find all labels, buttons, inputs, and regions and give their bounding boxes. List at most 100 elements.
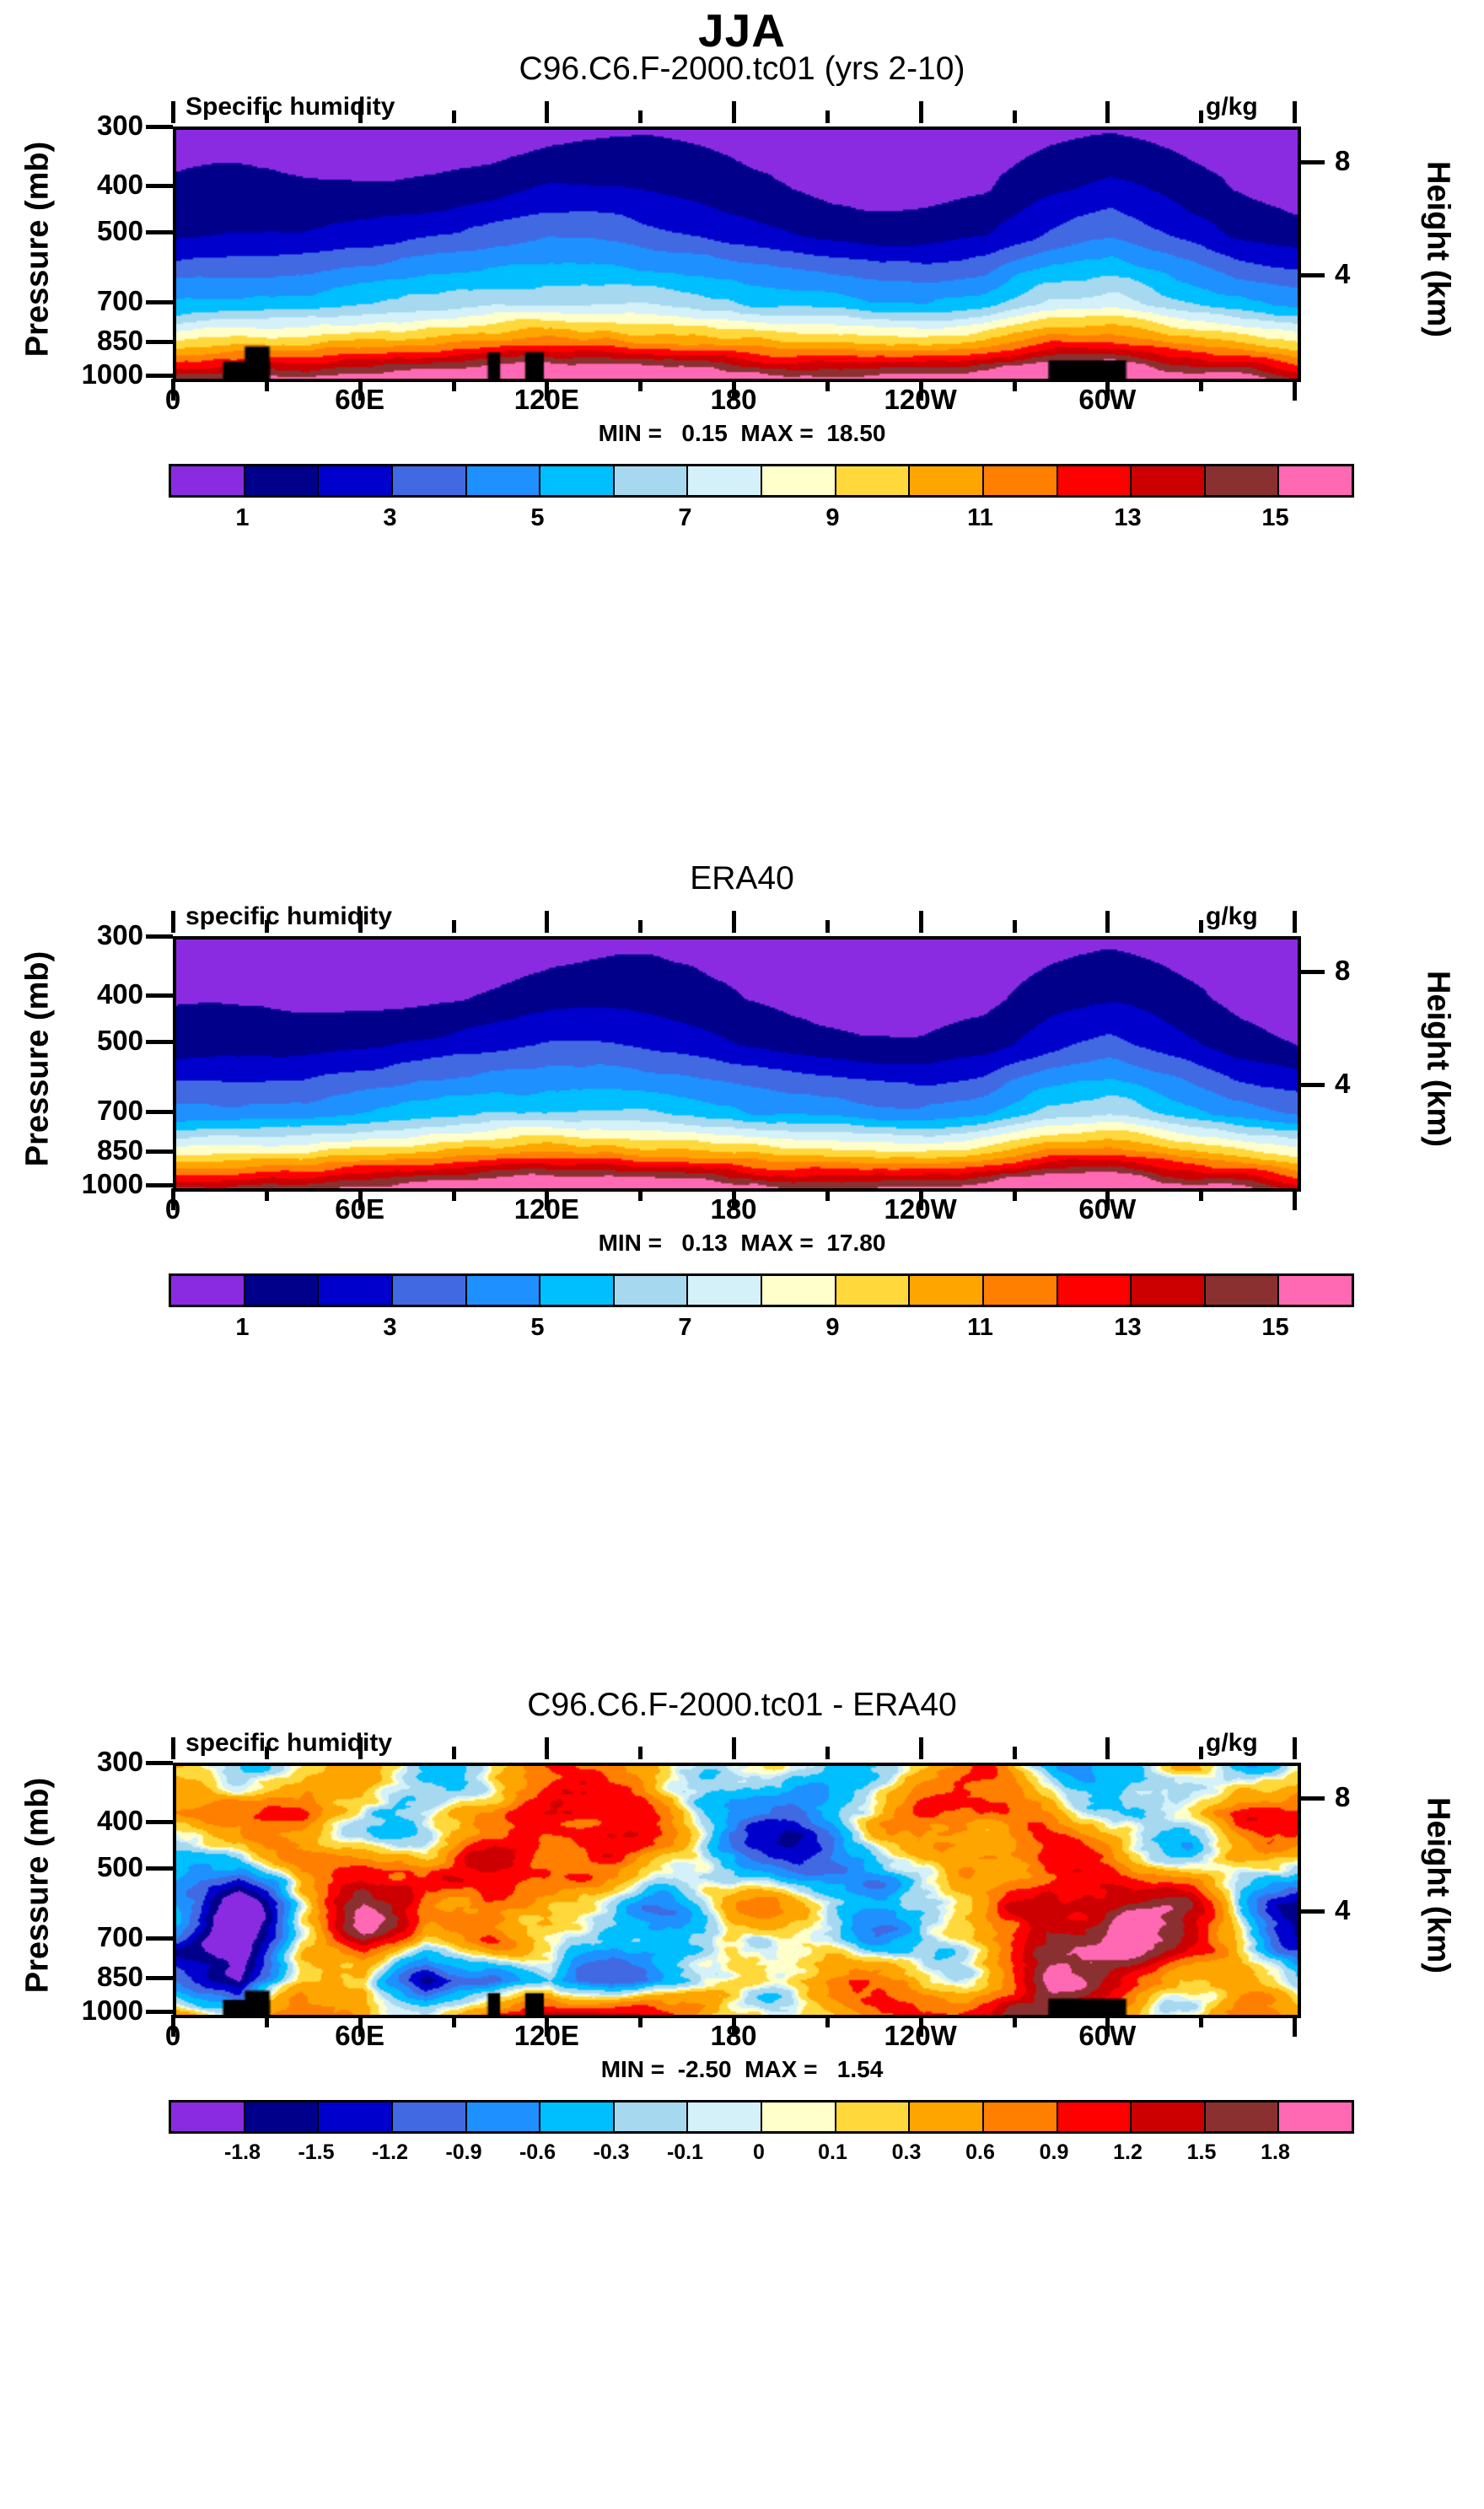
x-minor-tick-mark: [264, 379, 269, 391]
colorbar-swatch: [983, 466, 1058, 495]
x-major-tick-mark-top: [732, 1737, 736, 1759]
panel-1-plot-area[interactable]: [173, 127, 1301, 382]
colorbar-swatch: [540, 466, 615, 495]
colorbar-swatch: [540, 1276, 615, 1305]
x-minor-tick-mark: [1012, 2015, 1017, 2027]
colorbar-swatch: [1205, 2102, 1280, 2131]
colorbar-tick-label: 1.8: [1261, 2140, 1290, 2164]
x-major-tick-mark-top: [918, 101, 923, 123]
colorbar-swatch: [910, 1276, 984, 1305]
x-minor-tick-mark: [264, 2015, 269, 2027]
y-tick-label: 850: [96, 325, 143, 357]
colorbar-swatch: [614, 466, 689, 495]
panel-1-contour-field: [176, 130, 1298, 379]
colorbar-swatch: [836, 1276, 911, 1305]
x-minor-tick-mark-top: [825, 920, 830, 933]
panel-3-colorbar[interactable]: [169, 2100, 1354, 2134]
colorbar-swatch: [688, 2102, 762, 2131]
x-major-tick-mark: [1105, 379, 1110, 401]
y-tick-mark: [146, 1040, 173, 1045]
x-minor-tick-mark: [451, 379, 456, 391]
colorbar-swatch: [688, 1276, 762, 1305]
panel-2-y2-axis-label: Height (km): [1420, 970, 1456, 1147]
colorbar-swatch: [983, 1276, 1058, 1305]
x-major-tick-mark-top: [1105, 911, 1110, 933]
panel-3-y2-axis-label: Height (km): [1420, 1796, 1456, 1973]
x-minor-tick-mark: [825, 1188, 830, 1201]
colorbar-swatch: [1279, 1276, 1352, 1305]
x-major-tick-mark-top: [918, 1737, 923, 1759]
colorbar-tick-label: 1: [235, 1314, 250, 1341]
y-tick-label: 500: [96, 215, 143, 247]
y2-tick-mark: [1298, 159, 1325, 164]
y-tick-mark: [146, 934, 173, 939]
panel-1-y2-axis-label: Height (km): [1420, 160, 1456, 337]
colorbar-swatch: [836, 2102, 911, 2131]
y2-tick-mark: [1298, 969, 1325, 974]
colorbar-swatch: [319, 2102, 393, 2131]
colorbar-tick-label: -0.6: [519, 2140, 556, 2164]
x-major-tick-mark-top: [171, 101, 175, 123]
panel-1-colorbar[interactable]: [169, 464, 1354, 498]
x-minor-tick-mark-top: [638, 110, 643, 123]
page-title: JJA: [698, 4, 786, 57]
y-tick-mark: [146, 1976, 173, 1981]
x-major-tick-mark: [545, 2015, 550, 2037]
colorbar-tick-label: -0.3: [593, 2140, 630, 2164]
colorbar-swatch: [1057, 2102, 1132, 2131]
colorbar-tick-label: 3: [383, 1314, 397, 1341]
x-major-tick-mark: [1293, 1188, 1297, 1210]
panel-3-colorbar-labels: -1.8 -1.5 -1.2 -0.9 -0.6 -0.3 -0.1 0 0.1 0.3 0.6 0.…: [169, 2140, 1349, 2174]
x-major-tick-mark-top: [1105, 1737, 1110, 1759]
x-minor-tick-mark-top: [451, 110, 456, 123]
y-tick-mark: [146, 299, 173, 304]
panel-2-contour-field: [176, 940, 1298, 1188]
y-tick-mark: [146, 374, 173, 378]
y-tick-label: 500: [96, 1025, 143, 1057]
y-tick-label: 850: [96, 1134, 143, 1166]
colorbar-swatch: [688, 466, 762, 495]
x-minor-tick-mark-top: [825, 110, 830, 123]
panel-3-plot-area[interactable]: [173, 1763, 1301, 2018]
y-tick-label: 300: [96, 110, 143, 141]
x-major-tick-mark-top: [545, 101, 550, 123]
y2-tick-mark: [1298, 273, 1325, 278]
x-minor-tick-mark-top: [1012, 110, 1017, 123]
y2-tick-label: 4: [1335, 1068, 1351, 1100]
panel-2-colorbar[interactable]: [169, 1273, 1354, 1307]
colorbar-tick-label: 15: [1261, 504, 1289, 531]
colorbar-swatch: [1205, 1276, 1280, 1305]
x-minor-tick-mark: [1199, 379, 1204, 391]
x-major-tick-mark: [1105, 1188, 1110, 1210]
colorbar-swatch: [836, 466, 911, 495]
x-major-tick-mark: [732, 379, 736, 401]
y2-tick-label: 4: [1335, 1894, 1351, 1926]
colorbar-swatch: [245, 1276, 320, 1305]
y-tick-label: 400: [96, 169, 143, 201]
colorbar-swatch: [319, 1276, 393, 1305]
colorbar-tick-label: -0.9: [445, 2140, 482, 2164]
y-tick-label: 1000: [81, 1995, 143, 2026]
colorbar-tick-label: 1: [235, 504, 250, 531]
x-major-tick-mark: [918, 2015, 923, 2037]
x-minor-tick-mark-top: [264, 920, 269, 933]
x-major-tick-mark: [732, 2015, 736, 2037]
panel-2-plot-area[interactable]: [173, 936, 1301, 1192]
colorbar-tick-label: 7: [678, 504, 692, 531]
colorbar-swatch: [1132, 1276, 1206, 1305]
x-minor-tick-mark-top: [451, 920, 456, 933]
panel-1-colorbar-labels: 1 3 5 7 9 11 13 15: [169, 504, 1349, 538]
colorbar-swatch: [762, 2102, 836, 2131]
y-tick-label: 700: [96, 284, 143, 316]
x-minor-tick-mark-top: [825, 1747, 830, 1759]
y-tick-label: 400: [96, 1805, 143, 1837]
x-major-tick-mark-top: [1293, 1737, 1297, 1759]
colorbar-swatch: [171, 466, 245, 495]
panel-2-colorbar-labels: 1 3 5 7 9 11 13 15: [169, 1314, 1349, 1348]
y-tick-label: 1000: [81, 1168, 143, 1199]
x-minor-tick-mark-top: [638, 1747, 643, 1759]
x-major-tick-mark: [918, 379, 923, 401]
x-minor-tick-mark: [825, 379, 830, 391]
x-minor-tick-mark: [825, 2015, 830, 2027]
x-minor-tick-mark: [451, 2015, 456, 2027]
